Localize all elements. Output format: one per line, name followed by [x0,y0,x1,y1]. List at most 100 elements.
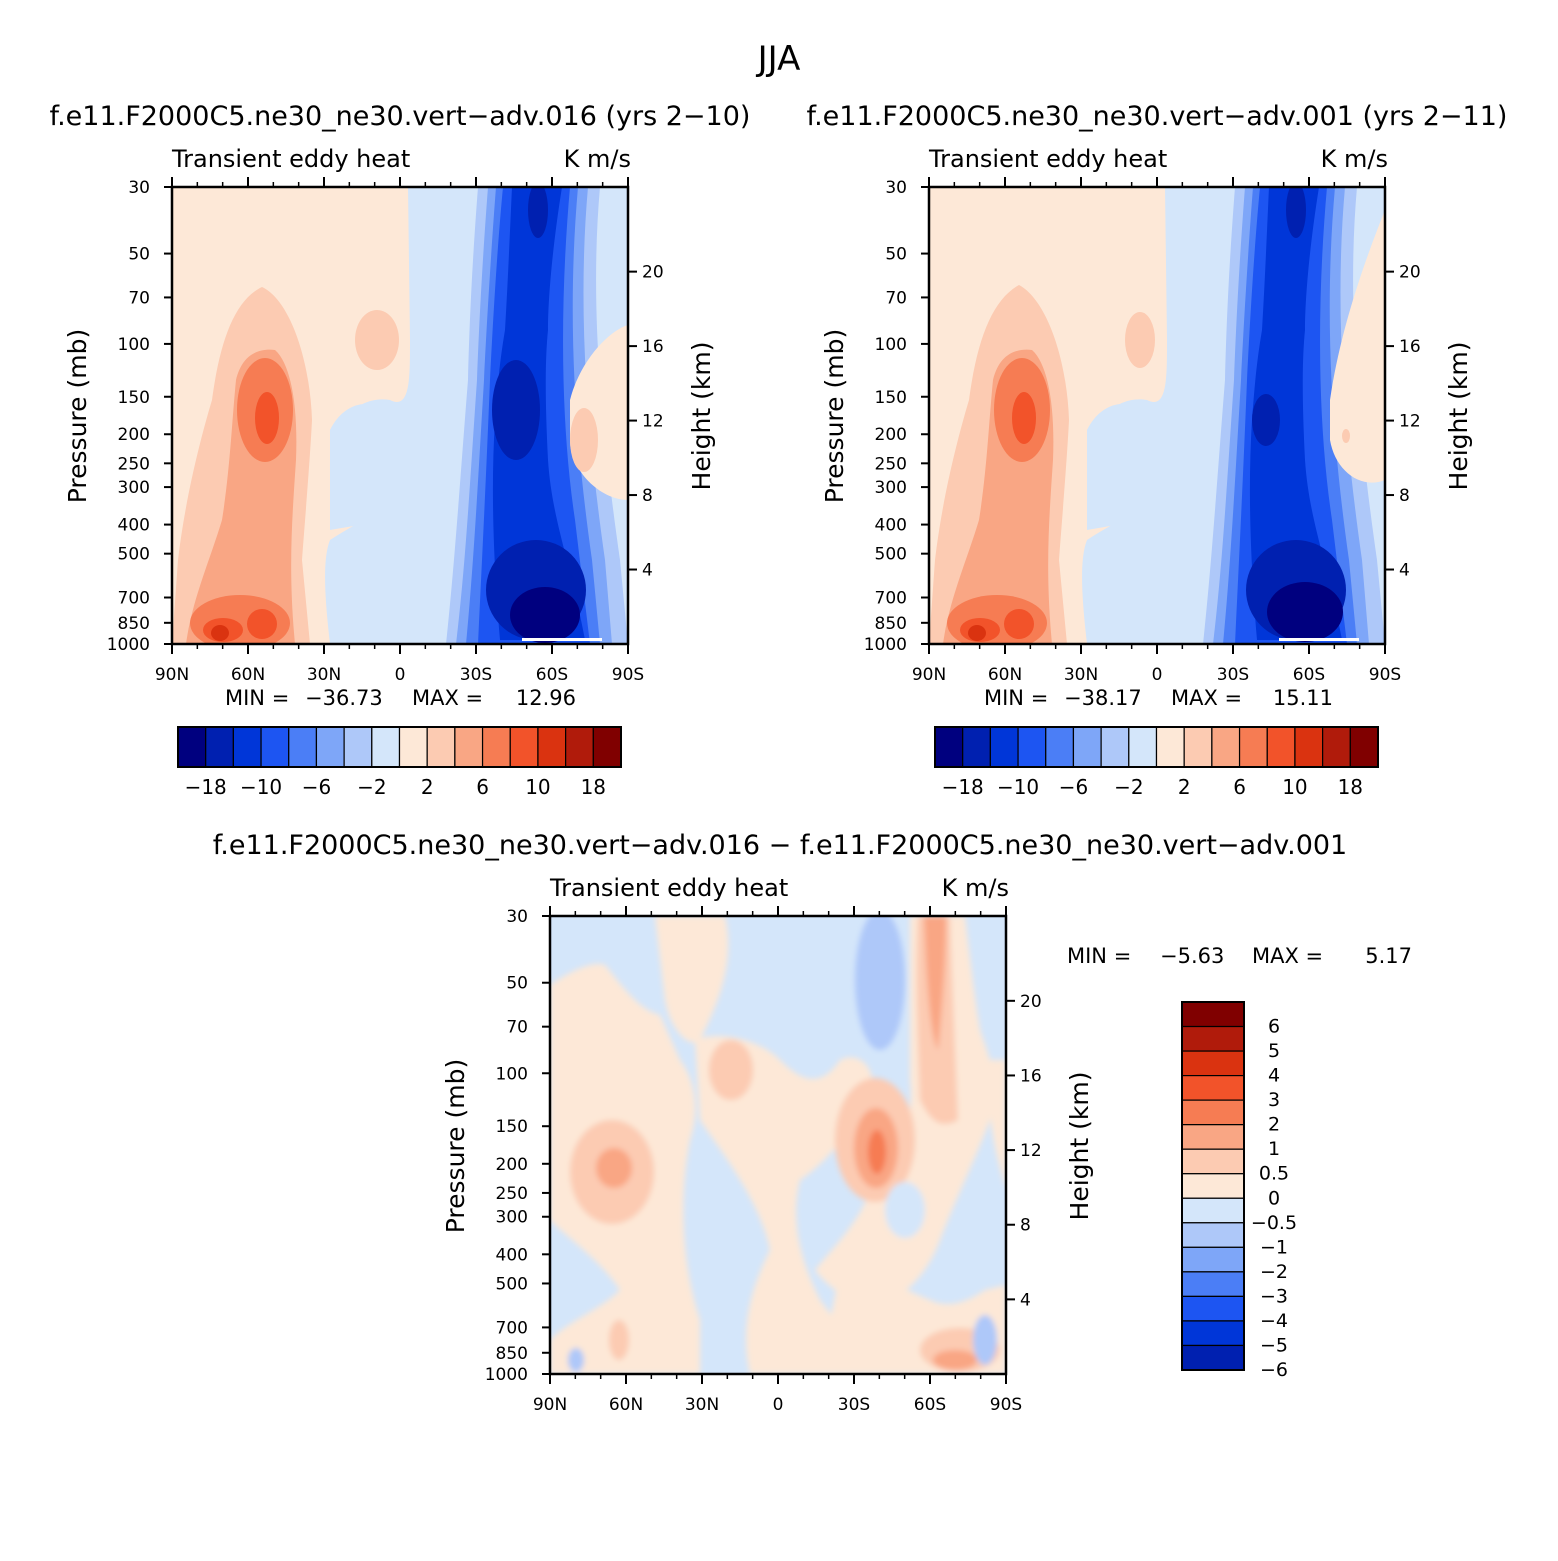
colorbar-label: 1 [1268,1138,1280,1160]
region-red-sw-2 [933,1350,977,1370]
colorbar-swatch [1181,1320,1245,1347]
panel-3-max-value: 5.17 [1365,944,1412,968]
panel-3-field [550,916,1006,1374]
colorbar-swatch [1266,726,1296,768]
colorbar-swatch [537,726,567,768]
region-warm-polar-south [988,1060,1006,1190]
colorbar-swatch [934,726,964,768]
panel-2-min-value: −38.17 [1064,686,1142,710]
colorbar-label: 2 [1178,775,1191,799]
panel-1-ylabel-right: Height (km) [687,342,716,491]
colorbar-label: −2 [1114,775,1143,799]
colorbar-swatch [205,726,234,768]
x-tick-label: 0 [1152,665,1163,685]
height-tick-label: 8 [642,486,653,506]
panel-2-ylabel: Pressure (mb) [820,329,849,503]
colorbar-label: 4 [1268,1065,1280,1087]
panel-3-max-label: MAX = [1252,944,1323,968]
region-blue-2 [885,1182,925,1238]
height-tick-label: 12 [642,412,664,432]
region-blue-5 [1249,187,1342,640]
panel-1-left-label: Transient eddy heat [171,145,410,173]
y-tick-label: 300 [118,478,150,498]
x-tick-label: 60N [609,1395,643,1415]
y-tick-label: 150 [496,1117,528,1137]
region-light-blue-equator [330,403,413,530]
colorbar-swatch [1181,1099,1245,1126]
panel-3-colorbar: 65 43 21 0.50 −0.5−1 −2−3 −4−5 −6 [1181,1001,1297,1381]
colorbar-swatch [1181,1074,1245,1101]
colorbar-swatch [288,726,318,768]
colorbar-label: 18 [1338,775,1363,799]
y-tick-label: 850 [875,614,907,634]
y-tick-label: 1000 [864,635,907,655]
colorbar-swatch [343,726,373,768]
panel-1-right-label: K m/s [564,145,631,173]
colorbar-swatch [1181,1271,1245,1298]
panel-2-min-label: MIN = [984,686,1048,710]
region-red-100mb-1 [709,1040,753,1100]
colorbar-label: 5 [1268,1040,1280,1062]
region-red-core-low-4 [211,625,229,641]
colorbar-swatch [1181,1246,1245,1273]
height-tick-label: 16 [642,337,664,357]
y-tick-label: 300 [875,478,907,498]
y-tick-label: 70 [506,1018,528,1038]
y-tick-label: 700 [875,589,907,609]
colorbar-frame [177,726,622,768]
x-tick-label: 60S [1293,665,1325,685]
y-tick-label: 400 [875,516,907,536]
y-tick-label: 70 [128,288,150,308]
height-tick-label: 20 [1399,263,1421,283]
region-red-core-upper-2 [255,392,279,444]
colorbar-frame [934,726,1379,768]
height-tick-label: 8 [1399,486,1410,506]
panel-3-min-label: MIN = [1067,944,1131,968]
y-tick-label: 400 [496,1245,528,1265]
colorbar-swatch [1181,1344,1245,1371]
y-tick-label: 30 [885,178,907,198]
panel-1-field [172,187,628,644]
region-red-core-low-3 [247,609,277,639]
colorbar-label: 0 [1268,1187,1280,1209]
y-tick-label: 1000 [485,1365,528,1385]
colorbar-label: 2 [1268,1114,1280,1136]
region-red-core-upper-2 [1012,392,1036,444]
surface-white-line [1279,638,1359,641]
panel-3-ylabel-right: Height (km) [1065,1072,1094,1221]
height-tick-label: 16 [1399,337,1421,357]
colorbar-label: 6 [1233,775,1246,799]
colorbar-swatch [260,726,290,768]
x-tick-label: 60N [231,665,265,685]
region-red-left-2 [596,1148,632,1188]
x-tick-label: 60S [536,665,568,685]
y-tick-label: 700 [118,589,150,609]
y-tick-label: 850 [118,614,150,634]
colorbar-swatch [1181,1025,1245,1052]
colorbar-swatch [1181,1295,1245,1322]
x-tick-label: 90S [990,1395,1022,1415]
colorbar-label: −6 [302,775,331,799]
surface-white-line [522,638,602,641]
x-tick-label: 30N [307,665,341,685]
region-warm-upper-left [655,916,729,1043]
x-tick-label: 90S [612,665,644,685]
colorbar-label: 10 [1282,775,1307,799]
panel-3-title: f.e11.F2000C5.ne30_ne30.vert−adv.016 − f… [213,830,1348,861]
panel-3-right-label: K m/s [942,874,1009,902]
colorbar-swatch [454,726,484,768]
y-tick-label: 250 [875,454,907,474]
region-blue-sw [973,1315,997,1365]
region-blue-core-mid [1252,394,1280,446]
height-tick-label: 4 [642,561,653,581]
y-tick-label: 50 [506,974,528,994]
panel-2-title: f.e11.F2000C5.ne30_ne30.vert−adv.001 (yr… [807,101,1508,132]
colorbar-label: −2 [357,775,386,799]
panel-3: f.e11.F2000C5.ne30_ne30.vert−adv.016 − f… [213,830,1412,1415]
panel-2: f.e11.F2000C5.ne30_ne30.vert−adv.001 (yr… [807,101,1508,799]
colorbar-swatch [1128,726,1158,768]
